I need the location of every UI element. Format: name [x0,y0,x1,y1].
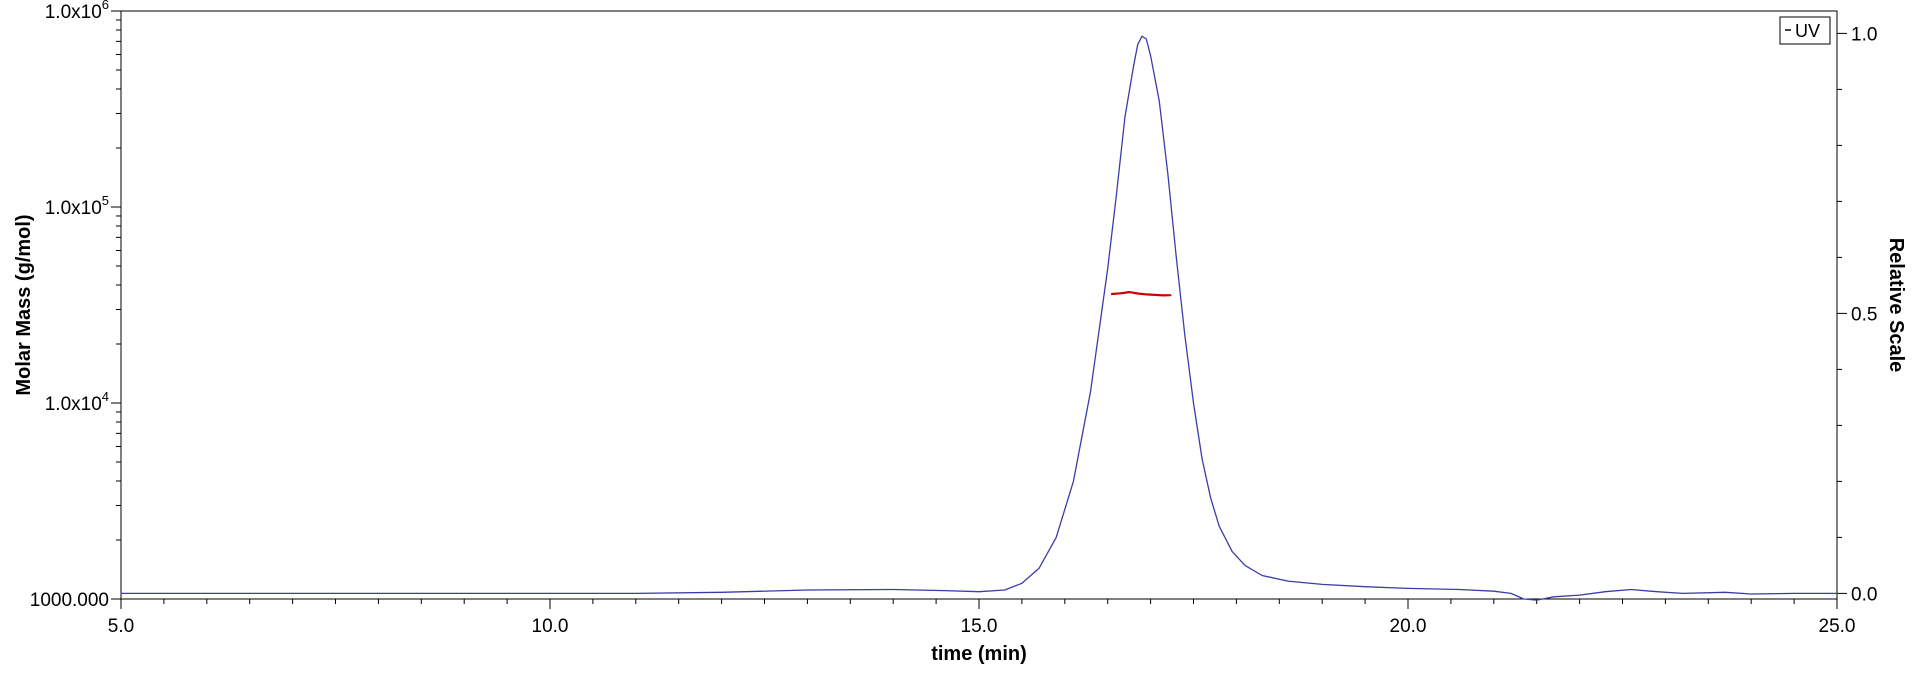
legend-box [1779,16,1831,45]
y-left-tick-label: 1.0x105 [45,193,109,219]
legend-label-uv: UV [1795,21,1820,41]
uv-series-line [120,35,1838,601]
plot-frame [120,10,1838,600]
y-right-tick-label: 0.0 [1851,584,1877,605]
y-right-tick-label: 0.5 [1851,304,1877,325]
y-axis-right-title: Relative Scale [1885,238,1907,373]
y-left-tick-label: 1000.000 [30,590,109,611]
molar-mass-series-line [1110,291,1172,297]
y-left-tick-base: 1.0x10 [45,394,102,415]
y-left-tick-exponent: 4 [102,389,109,404]
x-tick-label: 20.0 [1390,616,1427,637]
y-left-tick-base: 1.0x10 [45,198,102,219]
x-tick-label: 15.0 [961,616,998,637]
y-left-tick-exponent: 5 [102,193,109,208]
series-layer [120,35,1838,601]
y-left-tick-label: 1.0x104 [45,389,109,415]
y-left-tick-base: 1.0x10 [45,2,102,23]
y-axis-left-title: Molar Mass (g/mol) [13,214,35,395]
x-tick-label: 5.0 [108,616,134,637]
y-left-tick-label: 1.0x106 [45,0,109,23]
y-right-tick-label: 1.0 [1851,24,1877,45]
y-left-tick-exponent: 6 [102,0,109,12]
y-left-tick-base: 1000.000 [30,590,109,611]
x-axis-title: time (min) [931,643,1027,665]
y-axis-right: 0.0 0.5 1.0 [1837,24,1877,605]
x-axis: 5.0 10.0 15.0 20.0 25.0 [108,599,1856,637]
x-tick-label: 10.0 [532,616,569,637]
legend: UV [1779,16,1831,45]
x-tick-label: 25.0 [1819,616,1856,637]
